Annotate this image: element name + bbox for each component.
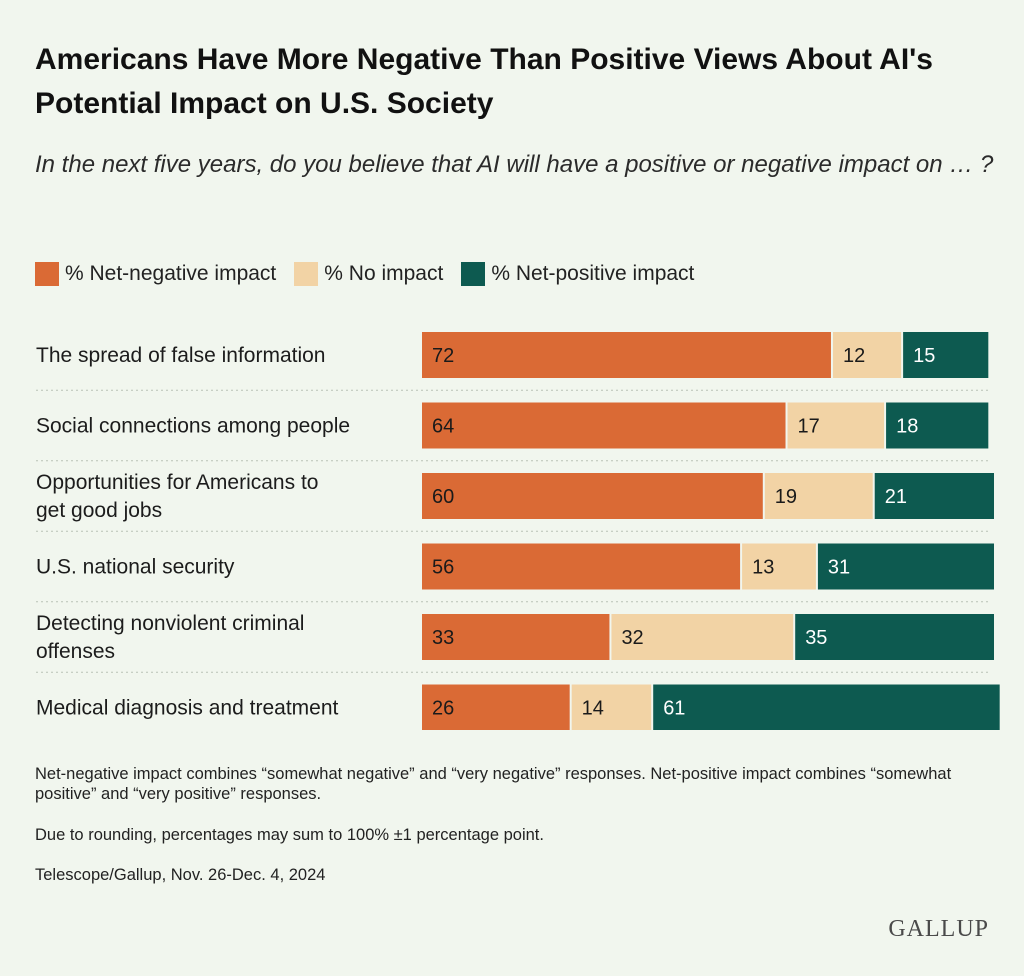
bar-segment-net-positive (817, 543, 994, 590)
footnote-definitions: Net-negative impact combines “somewhat n… (35, 765, 952, 803)
chart-title: Americans Have More Negative Than Positi… (35, 43, 933, 120)
legend-item-net-negative: % Net-negative impact (35, 262, 276, 286)
data-label-net-negative: 72 (432, 345, 454, 367)
legend-swatch-net-positive (461, 262, 486, 286)
legend-label-net-positive: % Net-positive impact (491, 262, 695, 285)
data-label-net-positive: 31 (828, 557, 850, 579)
data-label-net-negative: 26 (432, 698, 454, 720)
legend-label-net-negative: % Net-negative impact (65, 262, 277, 285)
category-label: Social connections among people (36, 415, 350, 438)
bar-segment-net-negative (422, 473, 763, 519)
legend-label-no-impact: % No impact (324, 262, 444, 285)
data-label-net-negative: 56 (432, 557, 454, 579)
footnote-rounding: Due to rounding, percentages may sum to … (35, 826, 544, 844)
data-label-no-impact: 17 (798, 416, 820, 438)
data-label-net-positive: 35 (805, 627, 827, 649)
bar-segment-no-impact (764, 473, 873, 519)
legend-swatch-no-impact (294, 262, 319, 286)
bar-segment-net-positive (653, 684, 1000, 730)
data-label-net-negative: 64 (432, 416, 454, 438)
category-label: The spread of false information (36, 344, 326, 367)
bar-segment-net-positive (874, 473, 994, 519)
bar-segment-no-impact (742, 543, 816, 590)
legend-swatch-net-negative (35, 262, 59, 286)
bar-segment-net-positive (886, 402, 989, 449)
data-label-net-negative: 60 (432, 486, 454, 508)
bar-segment-net-negative (422, 402, 786, 449)
data-label-no-impact: 13 (752, 557, 774, 579)
footnote-source: Telescope/Gallup, Nov. 26-Dec. 4, 2024 (35, 866, 326, 884)
data-label-no-impact: 12 (843, 345, 865, 367)
data-label-net-negative: 33 (432, 627, 454, 649)
data-label-net-positive: 18 (896, 416, 918, 438)
bar-segment-no-impact (571, 684, 652, 730)
legend-item-no-impact: % No impact (294, 262, 443, 286)
stacked-bar-chart: The spread of false information 72 12 15 Soc… (36, 332, 1000, 730)
category-label: Detecting nonviolent criminal offenses (36, 612, 304, 663)
data-label-net-positive: 15 (913, 345, 935, 367)
bar-segment-net-positive (903, 332, 989, 378)
bar-segment-net-negative (422, 684, 570, 730)
data-label-no-impact: 14 (582, 698, 604, 720)
legend: % Net-negative impact % No impact % Net-… (35, 262, 712, 286)
data-label-no-impact: 32 (621, 627, 643, 649)
category-label: U.S. national security (36, 556, 235, 579)
data-label-net-positive: 21 (885, 486, 907, 508)
legend-item-net-positive: % Net-positive impact (461, 262, 694, 286)
bar-segment-no-impact (832, 332, 902, 378)
data-label-no-impact: 19 (775, 486, 797, 508)
bar-segment-no-impact (787, 402, 885, 449)
bar-segment-net-negative (422, 332, 831, 378)
gallup-logo: GALLUP (888, 916, 989, 942)
bar-segment-net-negative (422, 543, 741, 590)
category-label: Medical diagnosis and treatment (36, 697, 339, 720)
bar-segment-net-negative (422, 614, 610, 660)
data-label-net-positive: 61 (663, 698, 685, 720)
chart-subtitle: In the next five years, do you believe t… (35, 151, 994, 178)
bar-segment-net-positive (795, 614, 994, 660)
bar-segment-no-impact (611, 614, 794, 660)
category-label: Opportunities for Americans to get good j… (36, 471, 318, 522)
